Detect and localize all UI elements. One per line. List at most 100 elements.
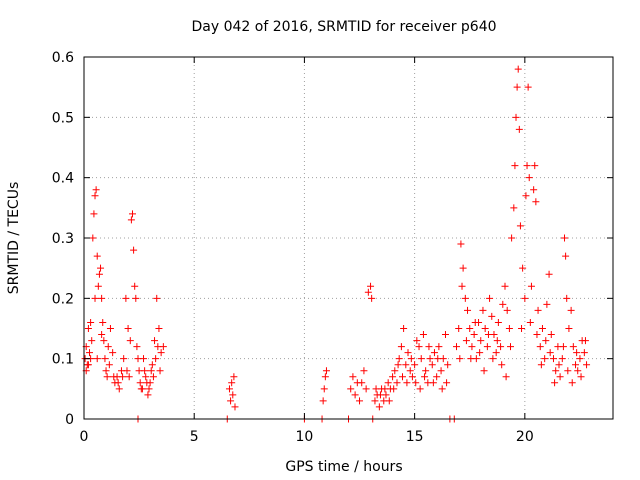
data-point — [120, 355, 128, 363]
data-point — [428, 361, 436, 369]
data-point — [390, 385, 398, 393]
data-point — [551, 379, 559, 387]
data-point — [581, 337, 589, 345]
data-point — [434, 355, 442, 363]
data-point — [154, 343, 162, 351]
data-point — [362, 385, 370, 393]
data-point — [443, 379, 451, 387]
data-point — [505, 325, 513, 332]
data-point — [569, 343, 577, 351]
data-point — [403, 379, 411, 387]
data-point — [90, 210, 98, 218]
data-point — [114, 379, 122, 387]
data-point — [577, 373, 585, 381]
data-point — [406, 367, 414, 375]
data-point — [389, 373, 397, 381]
data-point — [422, 367, 430, 375]
data-point — [110, 373, 118, 381]
data-point — [347, 385, 355, 393]
data-point — [138, 385, 146, 393]
data-point — [147, 367, 155, 375]
data-point — [493, 337, 501, 345]
data-point — [516, 222, 524, 230]
y-tick-label: 0.2 — [52, 291, 74, 307]
data-point — [322, 367, 330, 375]
data-point — [143, 379, 151, 387]
data-point — [412, 379, 420, 387]
data-point — [564, 367, 572, 375]
data-point — [513, 83, 521, 91]
data-point — [519, 264, 527, 272]
data-point — [364, 288, 372, 296]
data-point — [86, 349, 94, 357]
data-point — [93, 355, 101, 363]
data-point — [385, 397, 393, 405]
data-point — [563, 294, 571, 302]
data-point — [510, 204, 518, 212]
data-point — [104, 343, 112, 351]
y-tick-label: 0.4 — [52, 171, 74, 187]
data-point — [98, 331, 106, 339]
data-point — [542, 337, 550, 345]
data-point — [559, 343, 567, 351]
data-point — [395, 355, 403, 363]
data-point — [515, 125, 523, 133]
data-point — [429, 379, 437, 387]
data-point — [471, 318, 479, 326]
data-point — [480, 367, 488, 375]
data-point — [541, 355, 549, 363]
data-point — [561, 234, 569, 242]
data-point — [375, 403, 383, 411]
data-point — [494, 318, 502, 326]
data-point — [115, 385, 123, 393]
data-point — [404, 349, 412, 357]
data-point — [123, 367, 131, 375]
data-point — [538, 325, 546, 332]
data-point — [125, 373, 133, 381]
data-point — [459, 264, 467, 272]
y-tick-label: 0 — [65, 412, 74, 428]
data-point — [384, 379, 392, 387]
data-point — [136, 379, 144, 387]
data-point — [97, 264, 105, 272]
data-point — [417, 355, 425, 363]
data-point — [407, 355, 415, 363]
data-point — [508, 234, 516, 242]
data-point — [430, 349, 438, 357]
data-point — [134, 355, 142, 363]
x-tick-label: 10 — [296, 429, 314, 445]
data-point — [456, 355, 464, 363]
data-point — [133, 343, 141, 351]
axis-ticks: 0 5 10 15 20 0 0.1 0.2 0.3 0.4 0.5 0.6 — [52, 50, 613, 445]
y-tick-label: 0.3 — [52, 231, 74, 247]
data-point — [433, 373, 441, 381]
data-point — [486, 294, 494, 302]
data-point — [92, 186, 100, 194]
data-point — [421, 373, 429, 381]
y-tick-label: 0.6 — [52, 50, 74, 66]
x-tick-label: 20 — [516, 429, 534, 445]
data-point — [99, 318, 107, 326]
data-point — [144, 391, 152, 399]
data-point — [156, 367, 164, 375]
data-point — [425, 343, 433, 351]
data-point — [149, 373, 157, 381]
data-point — [565, 325, 573, 332]
data-point — [152, 355, 160, 363]
data-point — [88, 337, 96, 345]
data-point — [527, 282, 535, 290]
data-point — [458, 282, 466, 290]
data-point — [402, 361, 410, 369]
data-point — [119, 373, 127, 381]
data-point — [547, 331, 555, 339]
data-point — [545, 270, 553, 278]
data-point — [537, 361, 545, 369]
data-point — [514, 65, 522, 73]
data-point — [572, 361, 580, 369]
data-point — [319, 397, 327, 405]
data-point — [376, 391, 384, 399]
data-point — [552, 367, 560, 375]
data-point — [533, 331, 541, 339]
data-point — [126, 337, 134, 345]
